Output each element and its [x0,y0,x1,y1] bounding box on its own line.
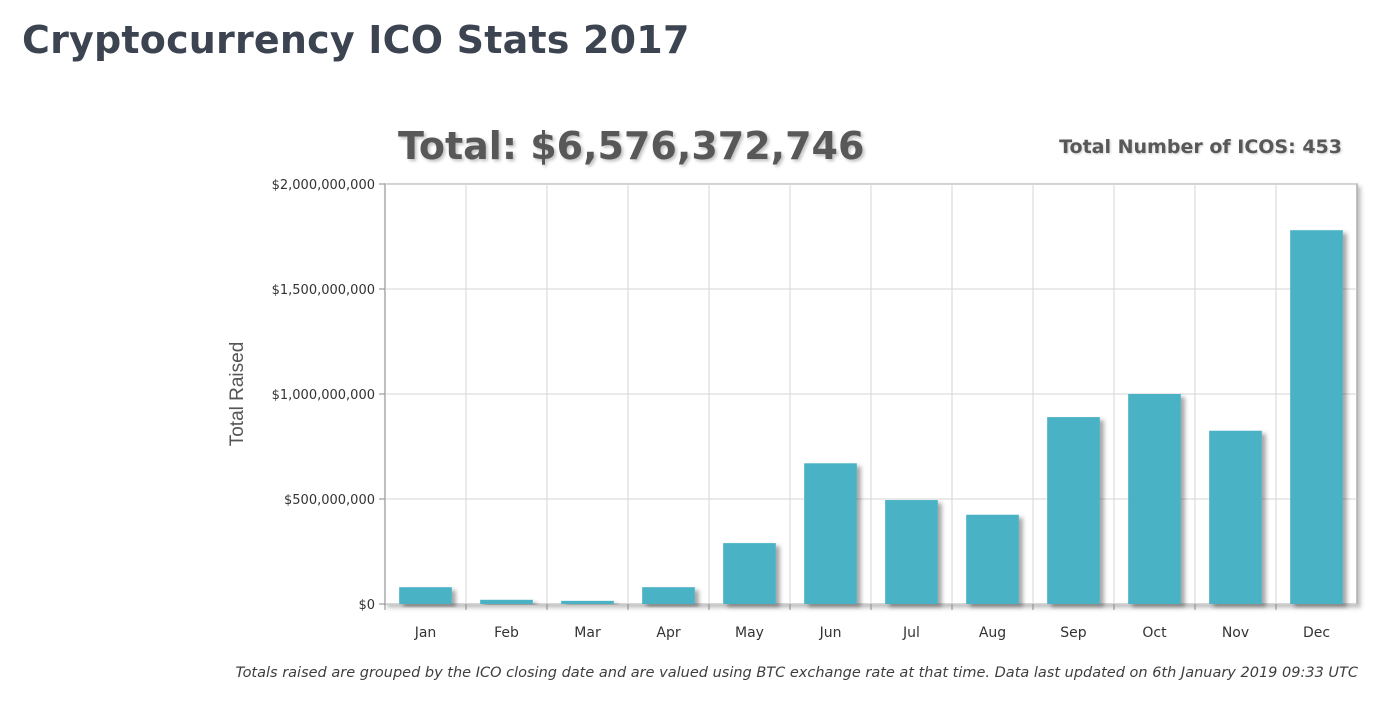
y-tick-label: $500,000,000 [284,493,375,508]
x-tick-label: Feb [494,625,519,641]
x-tick-label: Sep [1060,625,1087,641]
bars [399,230,1343,604]
bar-apr[interactable] [642,587,695,604]
bar-nov[interactable] [1209,430,1262,604]
y-axis: $0 $500,000,000 $1,000,000,000 $1,500,000,0… [272,178,385,613]
bar-dec[interactable] [1290,230,1343,604]
ico-count: Total Number of ICOS: 453 [1059,136,1342,158]
bar-feb[interactable] [480,599,533,604]
x-tick-label: Nov [1222,625,1249,641]
x-tick-label: May [735,625,764,641]
x-tick-label: Aug [979,625,1006,641]
bar-oct[interactable] [1128,394,1181,604]
bar-may[interactable] [723,543,776,604]
bar-jan[interactable] [399,587,452,604]
y-tick-label: $1,000,000,000 [272,388,375,403]
chart-total: Total: $6,576,372,746 [398,124,865,168]
bar-jul[interactable] [885,500,938,604]
x-tick-label: Dec [1303,625,1330,641]
bar-aug[interactable] [966,514,1019,604]
y-tick-label: $0 [358,598,375,613]
x-tick-label: Oct [1142,625,1167,641]
footnote: Totals raised are grouped by the ICO clo… [235,665,1359,681]
x-tick-label: Mar [574,625,601,641]
page-title: Cryptocurrency ICO Stats 2017 [22,18,690,62]
x-tick-label: Jun [819,625,842,641]
y-tick-label: $2,000,000,000 [272,178,375,193]
bar-mar[interactable] [561,600,614,604]
bar-jun[interactable] [804,463,857,604]
x-tick-label: Jan [414,625,437,641]
x-tick-label: Jul [902,625,920,641]
x-axis: Jan Feb Mar Apr May Jun Jul Aug Sep Oct Nov Dec [384,604,1330,641]
y-tick-label: $1,500,000,000 [272,283,375,298]
bar-sep[interactable] [1047,417,1100,604]
x-tick-label: Apr [656,625,680,641]
y-axis-label: Total Raised [227,342,248,447]
